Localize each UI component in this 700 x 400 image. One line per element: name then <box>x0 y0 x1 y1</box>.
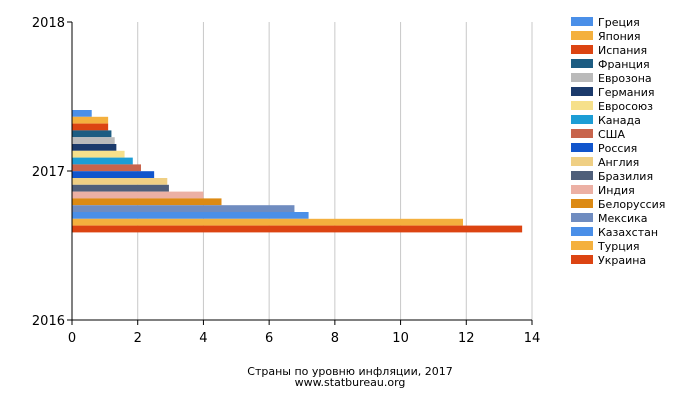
chart-source: www.statbureau.org <box>294 376 406 389</box>
legend-label: Мексика <box>598 212 647 225</box>
grid-lines <box>137 22 533 320</box>
legend-swatch <box>571 171 593 180</box>
x-tick-label: 4 <box>199 331 207 346</box>
legend-swatch <box>571 227 593 236</box>
y-axis-ticks: 2016 2017 2018 <box>32 16 72 329</box>
x-tick-label: 2 <box>134 331 142 346</box>
bar <box>72 150 125 158</box>
legend-swatch <box>571 255 593 264</box>
legend-swatch <box>571 185 593 194</box>
legend-swatch <box>571 143 593 152</box>
bar <box>72 218 463 226</box>
chart-title: Страны по уровню инфляции, 2017 <box>247 365 453 378</box>
legend-swatch <box>571 73 593 82</box>
legend-label: Испания <box>598 44 647 57</box>
bar <box>72 178 168 185</box>
legend-label: Германия <box>598 86 654 99</box>
legend: ГрецияЯпонияИспанияФранцияЕврозонаГерман… <box>571 16 665 267</box>
x-tick-label: 6 <box>265 331 273 346</box>
legend-swatch <box>571 59 593 68</box>
bar <box>72 123 109 131</box>
legend-label: США <box>598 128 625 141</box>
legend-swatch <box>571 199 593 208</box>
x-tick-label: 12 <box>458 331 475 346</box>
legend-label: Канада <box>598 114 641 127</box>
legend-label: Индия <box>598 184 635 197</box>
legend-swatch <box>571 115 593 124</box>
legend-swatch <box>571 17 593 26</box>
legend-label: Евросоюз <box>598 100 653 113</box>
legend-label: Белоруссия <box>598 198 665 211</box>
x-tick-label: 14 <box>524 331 541 346</box>
legend-swatch <box>571 31 593 40</box>
bar <box>72 110 92 117</box>
legend-label: Еврозона <box>598 72 652 85</box>
bar <box>72 205 295 212</box>
x-tick-label: 8 <box>331 331 339 346</box>
y-tick-label: 2016 <box>32 314 65 329</box>
legend-label: Казахстан <box>598 226 658 239</box>
legend-label: Греция <box>598 16 640 29</box>
legend-label: Япония <box>598 30 641 43</box>
legend-swatch <box>571 129 593 138</box>
bar <box>72 130 112 138</box>
bar <box>72 137 115 144</box>
legend-label: Бразилия <box>598 170 653 183</box>
x-tick-label: 10 <box>392 331 409 346</box>
legend-label: Украина <box>598 254 646 267</box>
x-axis-ticks: 0 2 4 6 8 10 12 14 <box>68 320 540 346</box>
legend-label: Англия <box>598 156 639 169</box>
x-tick-label: 0 <box>68 331 76 346</box>
legend-swatch <box>571 213 593 222</box>
legend-swatch <box>571 101 593 110</box>
legend-label: Россия <box>598 142 637 155</box>
legend-swatch <box>571 45 593 54</box>
y-tick-label: 2018 <box>32 16 65 31</box>
bar <box>72 212 309 219</box>
bar <box>72 171 155 178</box>
legend-label: Франция <box>598 58 650 71</box>
bar <box>72 164 141 172</box>
bar <box>72 184 169 192</box>
bar <box>72 116 109 124</box>
bar-series <box>72 110 523 233</box>
bar <box>72 225 523 233</box>
legend-swatch <box>571 157 593 166</box>
y-tick-label: 2017 <box>32 165 65 180</box>
bar <box>72 144 117 151</box>
bar <box>72 198 222 206</box>
legend-swatch <box>571 241 593 250</box>
legend-label: Турция <box>597 240 639 253</box>
bar <box>72 157 133 165</box>
bar <box>72 191 204 199</box>
legend-swatch <box>571 87 593 96</box>
